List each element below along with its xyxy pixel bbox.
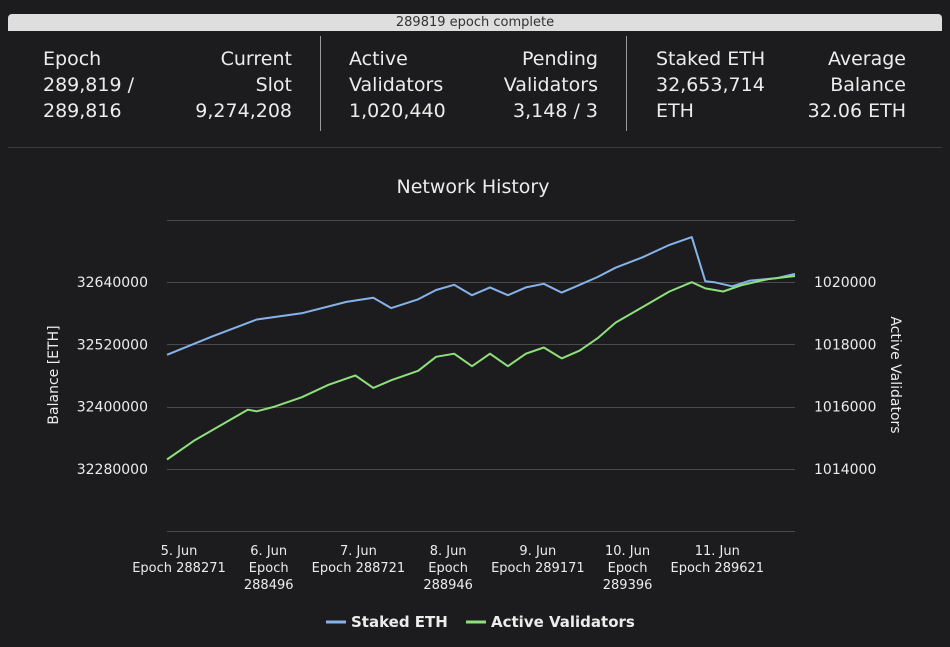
current-slot-label-2: Slot bbox=[255, 74, 292, 96]
active-validators-label-1: Active bbox=[349, 48, 408, 70]
y-tick-label: 32400000 bbox=[77, 400, 148, 416]
legend-item-active-validators[interactable]: Active Validators bbox=[466, 613, 635, 631]
epoch-value-2: 289,816 bbox=[43, 100, 122, 122]
y2-tick-label: 1020000 bbox=[814, 275, 876, 291]
y-tick-label: 32640000 bbox=[77, 275, 148, 291]
x-tick-label: Epoch 288721 bbox=[312, 561, 406, 576]
x-tick-label: 10. Jun bbox=[605, 544, 650, 559]
stat-staked-eth: Staked ETH 32,653,714 ETH bbox=[656, 46, 765, 124]
stats-panel: Epoch 289,819 / 289,816 Current Slot 9,2… bbox=[8, 31, 942, 148]
legend-item-staked-eth[interactable]: Staked ETH bbox=[326, 613, 448, 631]
y2-axis-ticks: 1014000 1016000 1018000 1020000 bbox=[814, 275, 876, 478]
y-axis-ticks: 32280000 32400000 32520000 32640000 bbox=[77, 275, 148, 478]
current-slot-label-1: Current bbox=[220, 48, 292, 70]
staked-eth-value-2: ETH bbox=[656, 100, 694, 122]
x-tick-label: 5. Jun bbox=[161, 544, 198, 559]
pending-validators-value: 3,148 / 3 bbox=[513, 100, 598, 122]
stat-current-slot: Current Slot 9,274,208 bbox=[158, 46, 292, 124]
pending-validators-label-2: Validators bbox=[503, 74, 598, 96]
staked-eth-value-1: 32,653,714 bbox=[656, 74, 765, 96]
stat-average-balance: Average Balance 32.06 ETH bbox=[768, 46, 906, 124]
chart-title: Network History bbox=[397, 176, 550, 198]
x-tick-label: 9. Jun bbox=[519, 544, 556, 559]
epoch-progress-bar: 289819 epoch complete bbox=[8, 14, 942, 31]
x-tick-label: 288496 bbox=[244, 578, 294, 593]
y2-axis-label: Active Validators bbox=[887, 316, 903, 433]
active-validators-label-2: Validators bbox=[349, 74, 444, 96]
stat-pending-validators: Pending Validators 3,148 / 3 bbox=[468, 46, 598, 124]
y-axis-label: Balance [ETH] bbox=[46, 325, 62, 424]
x-tick-label: 8. Jun bbox=[430, 544, 467, 559]
x-axis-ticks: 5. Jun Epoch 288271 6. Jun Epoch 288496 7. Ju… bbox=[132, 544, 764, 593]
series-line-active-validators bbox=[166, 275, 796, 461]
stats-divider bbox=[626, 36, 627, 131]
pending-validators-label-1: Pending bbox=[522, 48, 598, 70]
legend-label-active-validators: Active Validators bbox=[491, 613, 635, 631]
stat-active-validators: Active Validators 1,020,440 bbox=[349, 46, 446, 124]
x-tick-label: Epoch bbox=[428, 561, 468, 576]
active-validators-value: 1,020,440 bbox=[349, 100, 446, 122]
y-tick-label: 32280000 bbox=[77, 462, 148, 478]
x-tick-label: 288946 bbox=[423, 578, 473, 593]
x-tick-label: Epoch bbox=[249, 561, 289, 576]
epoch-value-1: 289,819 / bbox=[43, 74, 135, 96]
x-tick-label: Epoch 288271 bbox=[132, 561, 226, 576]
x-tick-label: Epoch 289171 bbox=[491, 561, 585, 576]
current-slot-value: 9,274,208 bbox=[195, 100, 292, 122]
epoch-label: Epoch bbox=[43, 48, 102, 70]
stat-epoch: Epoch 289,819 / 289,816 bbox=[43, 46, 134, 124]
x-tick-label: Epoch bbox=[608, 561, 648, 576]
average-balance-label-1: Average bbox=[827, 48, 906, 70]
network-history-chart: Network History 32280000 32400000 32520000… bbox=[0, 148, 950, 643]
x-tick-label: Epoch 289621 bbox=[670, 561, 764, 576]
x-tick-label: 289396 bbox=[603, 578, 653, 593]
y-tick-label: 32520000 bbox=[77, 337, 148, 353]
y2-tick-label: 1014000 bbox=[814, 462, 876, 478]
average-balance-value: 32.06 ETH bbox=[807, 100, 906, 122]
x-tick-label: 6. Jun bbox=[250, 544, 287, 559]
average-balance-label-2: Balance bbox=[830, 74, 906, 96]
series-line-staked-eth bbox=[166, 236, 796, 356]
y2-tick-label: 1016000 bbox=[814, 400, 876, 416]
x-tick-label: 11. Jun bbox=[695, 544, 740, 559]
staked-eth-label: Staked ETH bbox=[656, 48, 766, 70]
y2-tick-label: 1018000 bbox=[814, 337, 876, 353]
x-tick-label: 7. Jun bbox=[340, 544, 377, 559]
epoch-progress-label: 289819 epoch complete bbox=[395, 15, 555, 30]
chart-series bbox=[166, 236, 796, 461]
chart-svg: Network History 32280000 32400000 32520000… bbox=[46, 176, 903, 631]
legend-label-staked-eth: Staked ETH bbox=[351, 613, 448, 631]
stats-divider bbox=[320, 36, 321, 131]
chart-legend: Staked ETH Active Validators bbox=[326, 613, 635, 631]
